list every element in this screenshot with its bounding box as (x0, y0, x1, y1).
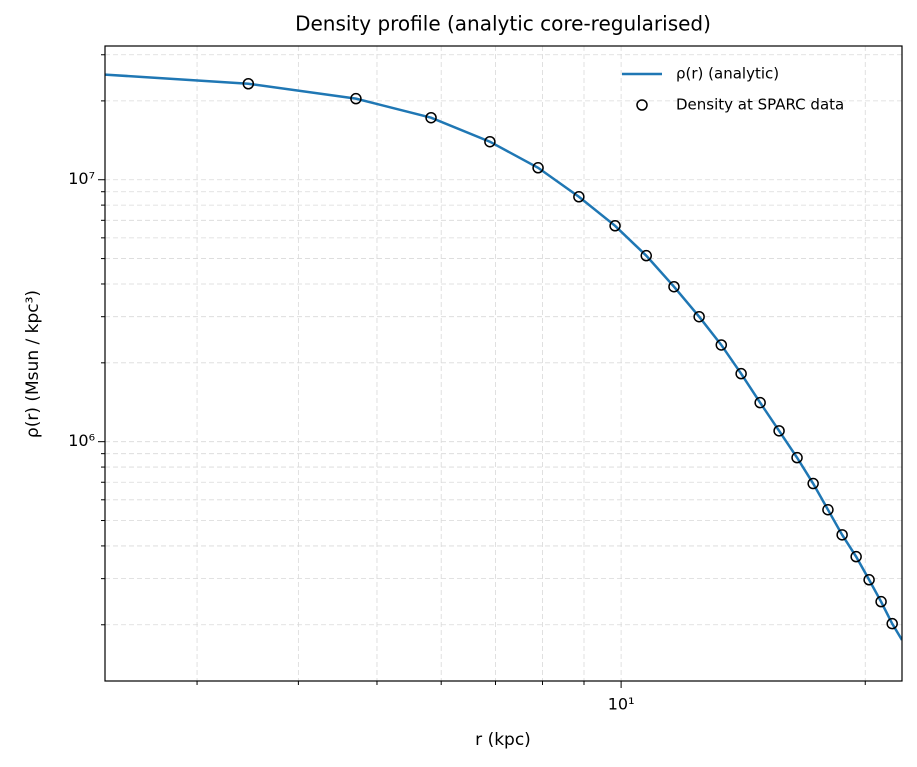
marker (886, 617, 898, 630)
plot-frame (104, 45, 903, 682)
marker (532, 162, 544, 174)
marker (863, 574, 875, 586)
marker (350, 92, 362, 105)
chart-title: Density profile (analytic core-regularis… (295, 12, 711, 36)
marker (573, 191, 585, 203)
marker (425, 111, 437, 124)
marker (242, 78, 255, 90)
x-tick-label: 10¹ (608, 695, 635, 714)
marker (850, 550, 862, 563)
marker (668, 280, 680, 293)
marker (754, 396, 766, 409)
marker (875, 595, 887, 608)
marker (791, 451, 803, 464)
y-tick-label: 10⁶ (68, 431, 95, 450)
marker (640, 249, 653, 262)
y-tick-label: 10⁷ (68, 169, 95, 188)
marker (836, 529, 848, 541)
marker (484, 135, 496, 148)
line (105, 73, 902, 641)
marker (735, 367, 747, 380)
legend-label: ρ(r) (analytic) (676, 65, 779, 83)
marker (715, 339, 728, 351)
x-axis-label: r (kpc) (475, 730, 531, 750)
marker (693, 310, 705, 323)
marker (773, 425, 785, 437)
legend-label: Density at SPARC data (676, 96, 844, 114)
marker (822, 503, 834, 516)
marker (807, 477, 819, 490)
legend-marker (636, 99, 648, 111)
marker (609, 220, 621, 232)
y-axis-label: ρ(r) (Msun / kpc³) (23, 290, 43, 438)
